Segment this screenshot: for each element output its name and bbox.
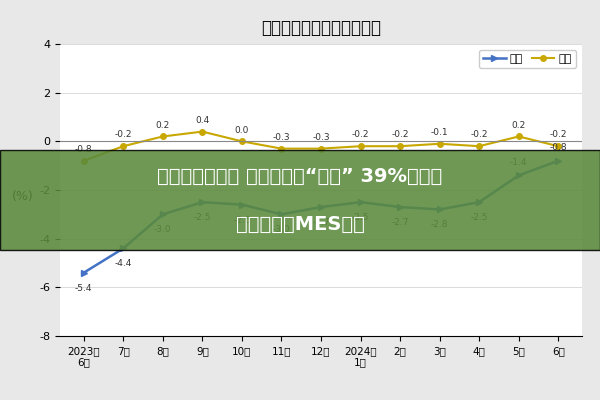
- Text: 0.4: 0.4: [195, 116, 209, 125]
- Text: -0.3: -0.3: [312, 133, 330, 142]
- Text: 业着手二次MES开发: 业着手二次MES开发: [236, 214, 364, 234]
- 环比: [515, 134, 523, 139]
- Legend: 同比, 环比: 同比, 环比: [479, 50, 577, 68]
- Text: -0.2: -0.2: [550, 130, 567, 139]
- Text: -2.7: -2.7: [312, 218, 330, 227]
- Text: 0.0: 0.0: [235, 126, 249, 134]
- 环比: [80, 158, 88, 163]
- 同比: [515, 173, 523, 178]
- Y-axis label: (%): (%): [11, 190, 34, 203]
- 同比: [436, 207, 443, 212]
- Text: -3.0: -3.0: [272, 225, 290, 234]
- Text: 0.2: 0.2: [512, 121, 526, 130]
- 环比: [278, 146, 285, 151]
- 同比: [278, 212, 285, 217]
- 环比: [199, 129, 206, 134]
- Title: 工业生产者出厂价格涨跌幅: 工业生产者出厂价格涨跌幅: [261, 19, 381, 37]
- 环比: [119, 144, 127, 148]
- 环比: [397, 144, 404, 148]
- Text: -2.8: -2.8: [431, 220, 448, 230]
- Text: -2.5: -2.5: [352, 213, 369, 222]
- Text: -2.6: -2.6: [233, 216, 251, 224]
- 同比: [554, 158, 562, 163]
- 同比: [119, 246, 127, 251]
- 同比: [199, 200, 206, 204]
- 环比: [238, 139, 245, 144]
- Text: 在线实盘专业网 数字化修炼“内功” 39%电子企: 在线实盘专业网 数字化修炼“内功” 39%电子企: [157, 166, 443, 186]
- Text: -0.2: -0.2: [352, 130, 369, 139]
- 同比: [476, 200, 483, 204]
- 环比: [436, 141, 443, 146]
- Text: -0.3: -0.3: [272, 133, 290, 142]
- 同比: [159, 212, 166, 217]
- 环比: [159, 134, 166, 139]
- Line: 同比: 同比: [80, 157, 562, 276]
- 同比: [238, 202, 245, 207]
- 环比: [554, 144, 562, 148]
- Text: 0.2: 0.2: [155, 121, 170, 130]
- 同比: [357, 200, 364, 204]
- Text: -0.2: -0.2: [115, 130, 132, 139]
- 环比: [317, 146, 325, 151]
- Line: 环比: 环比: [81, 129, 561, 164]
- Text: -4.4: -4.4: [115, 259, 132, 268]
- 环比: [357, 144, 364, 148]
- 同比: [317, 205, 325, 210]
- Text: -1.4: -1.4: [510, 158, 527, 167]
- 同比: [397, 205, 404, 210]
- 环比: [476, 144, 483, 148]
- Text: -0.8: -0.8: [75, 145, 92, 154]
- Text: -0.2: -0.2: [470, 130, 488, 139]
- 同比: [80, 270, 88, 275]
- Text: -0.8: -0.8: [550, 143, 567, 152]
- Text: -2.7: -2.7: [391, 218, 409, 227]
- Text: -0.1: -0.1: [431, 128, 448, 137]
- Text: -3.0: -3.0: [154, 225, 172, 234]
- Text: -0.2: -0.2: [391, 130, 409, 139]
- Text: -5.4: -5.4: [75, 284, 92, 293]
- Text: -2.5: -2.5: [470, 213, 488, 222]
- Text: -2.5: -2.5: [194, 213, 211, 222]
